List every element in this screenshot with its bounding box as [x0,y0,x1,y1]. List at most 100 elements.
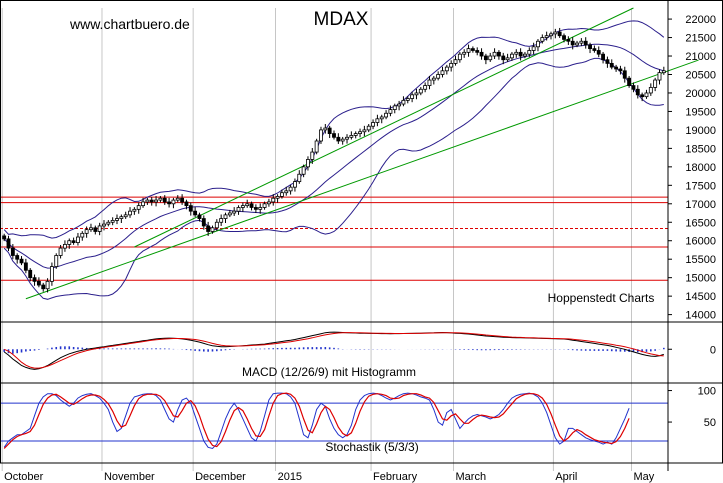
candle-body [258,207,263,210]
y-tick-label: 20000 [685,88,716,100]
y-tick-label: 21500 [685,33,716,45]
candle-body [314,140,319,153]
candle-body [167,201,172,205]
candle-body [206,225,211,232]
candle-body [483,55,488,61]
candle-body [275,195,280,199]
candle-body [575,42,579,46]
candle-body [58,247,63,256]
y-tick-label: 14500 [685,291,716,303]
y-tick-label: 19500 [685,106,716,118]
candle-body [236,207,241,212]
bollinger-upper [3,20,665,239]
y-tick-label: 0 [710,344,716,356]
candle-body [418,88,423,94]
candle-body [323,127,328,131]
candle-body [514,51,519,55]
y-tick-label: 100 [698,386,716,398]
candle-body [466,48,471,53]
candle-body [540,37,545,42]
x-tick-label: May [633,471,654,483]
candle-body [306,159,310,168]
support-resistance-lines [0,196,668,281]
candle-body [106,221,111,225]
candle-body [132,208,137,212]
x-tick-label: November [104,471,155,483]
macd-label: MACD (12/26/9) mit Histogramm [242,365,416,379]
trend-line-lower [25,59,699,300]
y-tick-label: 18500 [685,143,716,155]
trend-channel [25,7,699,300]
candle-body [67,240,72,245]
candle-body [63,244,67,249]
candle-body [579,40,584,44]
candle-body [566,39,571,42]
candle-body [496,51,501,57]
candle-body [136,205,141,210]
candle-body [505,57,510,61]
x-tick-label: April [555,471,577,483]
candle-body [327,127,332,134]
x-tick-label: February [373,471,418,483]
candle-body [193,210,198,216]
source-credit: Hoppenstedt Charts [548,291,655,305]
panel-frames [0,0,723,471]
candle-body [631,85,636,90]
candle-body [49,266,54,282]
candle-body [592,48,597,51]
candle-body [544,35,549,38]
candle-body [549,33,553,37]
candle-body [345,136,349,140]
candle-body [414,92,419,96]
candle-body [501,55,506,61]
candle-body [362,129,367,133]
chart-title: MDAX [314,9,369,30]
candle-body [371,122,375,127]
candle-body [470,48,475,51]
candle-body [657,72,662,81]
candle-body [431,77,436,81]
candle-body [319,129,323,142]
stochastic-label: Stochastik (5/3/3) [325,440,418,454]
candle-body [84,229,89,234]
y-tick-label: 14000 [685,310,716,322]
candle-body [562,35,566,40]
candle-body [45,280,50,290]
candle-body [392,105,397,110]
grid [1,8,632,471]
candle-body [310,151,315,160]
trend-line-upper [134,7,634,248]
candle-body [570,40,575,46]
candle-body [457,53,462,61]
candle-body [145,199,150,203]
candle-body [184,201,189,207]
y-tick-label: 50 [704,417,716,429]
x-axis-labels: October November December 2015 February March… [4,471,655,483]
candle-body [162,197,167,203]
candle-body [240,205,245,208]
candle-body [284,190,289,194]
y-tick-label: 17000 [685,199,716,211]
candle-body [479,51,484,57]
macd-panel [3,331,665,370]
candle-body [353,133,358,136]
bollinger-bands [3,20,665,300]
candle-body [23,262,28,271]
y-tick-label: 22000 [685,14,716,26]
candle-body [297,173,302,183]
candle-body [249,203,254,208]
macd-signal-line [3,332,664,369]
price-candles [2,27,666,293]
candle-body [397,103,402,107]
y-tick-label: 18000 [685,162,716,174]
stochastic-k-line [3,392,630,450]
candle-body [54,255,59,267]
candle-body [640,94,645,98]
candle-body [141,201,145,207]
candle-body [279,192,284,197]
candle-body [384,112,389,118]
candle-body [618,68,623,72]
candle-body [149,199,154,203]
y-tick-label: 20500 [685,69,716,81]
